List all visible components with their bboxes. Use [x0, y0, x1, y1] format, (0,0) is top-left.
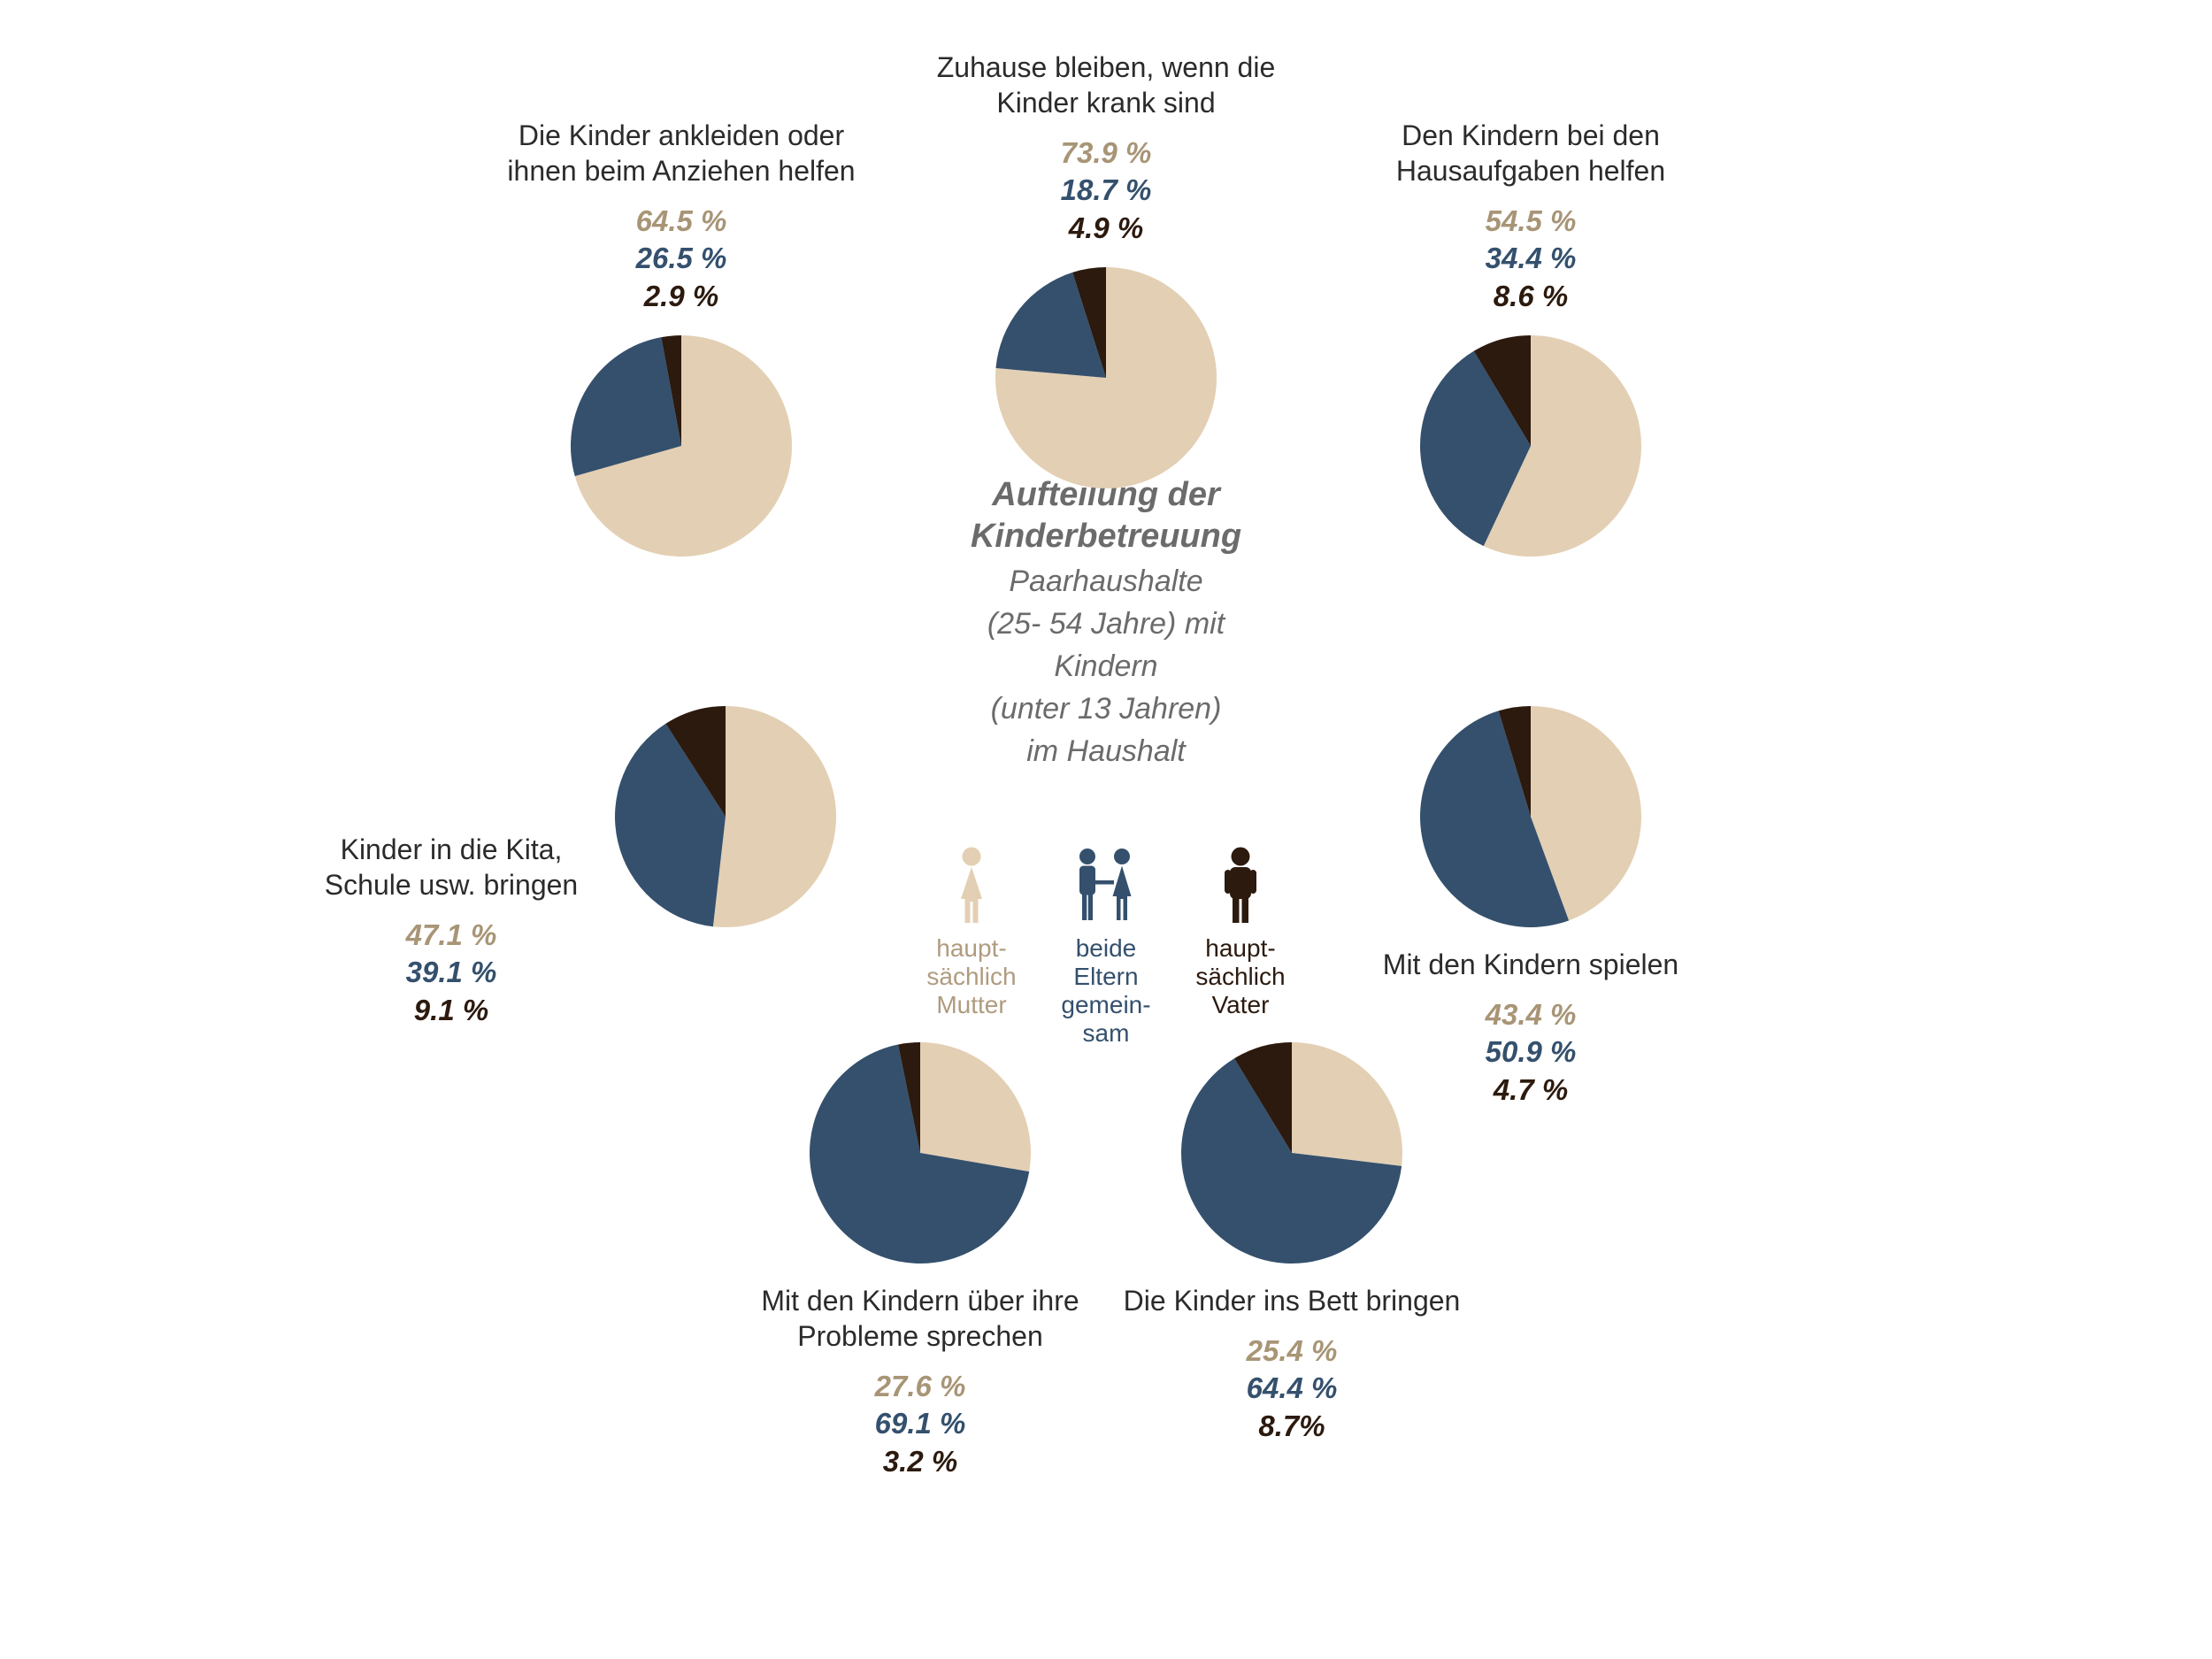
- pie-wrap: [469, 335, 894, 557]
- man-icon: [1214, 846, 1267, 926]
- pie-wrap: [876, 267, 1336, 488]
- slice-mother: [920, 1042, 1031, 1171]
- center-sub-5: im Haushalt: [920, 732, 1292, 771]
- center-sub-3: Kindern: [920, 647, 1292, 686]
- pie-play: [1420, 706, 1641, 927]
- activity-title: Mit den Kindern über ihre Probleme sprec…: [717, 1283, 1124, 1354]
- activity-title: Die Kinder ins Bett bringen: [1088, 1283, 1495, 1318]
- pct-list: 27.6 %69.1 %3.2 %: [717, 1368, 1124, 1482]
- center-text-block: Aufteilung der Kinderbetreuung Paarhaush…: [920, 474, 1292, 772]
- slice-mother: [713, 706, 836, 927]
- activity-homework: Den Kindern bei den Hausaufgaben helfen 5…: [1345, 118, 1717, 557]
- pie-wrap: [717, 1042, 1124, 1263]
- center-sub-4: (unter 13 Jahren): [920, 689, 1292, 728]
- infographic-container: Aufteilung der Kinderbetreuung Paarhaush…: [221, 34, 1991, 1626]
- pie-stay_home_sick: [995, 267, 1217, 488]
- legend-label-both: beide Eltern gemein- sam: [1061, 934, 1150, 1048]
- pie-wrap: [1345, 706, 1717, 927]
- pie-wrap: [1345, 335, 1717, 557]
- legend-label-mother: haupt- sächlich Mutter: [926, 934, 1016, 1020]
- pie-wrap: [1088, 1042, 1495, 1263]
- pie-homework: [1420, 335, 1641, 557]
- pie-bring_kita: [615, 706, 836, 927]
- couple-icon: [1066, 846, 1146, 926]
- pie-dress: [571, 335, 792, 557]
- center-sub-1: Paarhaushalte: [920, 562, 1292, 601]
- activity-title: Mit den Kindern spielen: [1345, 947, 1717, 982]
- pie-wrap: [602, 706, 849, 927]
- activity-stay_home_sick: Zuhause bleiben, wenn die Kinder krank s…: [876, 50, 1336, 489]
- legend-item-both: beide Eltern gemein- sam: [1053, 846, 1159, 1048]
- legend-item-mother: haupt- sächlich Mutter: [918, 846, 1025, 1020]
- activity-title: Die Kinder ankleiden oder ihnen beim Anz…: [469, 118, 894, 188]
- center-sub-2: (25- 54 Jahre) mit: [920, 604, 1292, 643]
- legend-label-father: haupt- sächlich Vater: [1195, 934, 1285, 1020]
- activity-dress: Die Kinder ankleiden oder ihnen beim Anz…: [469, 118, 894, 557]
- pie-talk_problems: [810, 1042, 1031, 1263]
- pct-list: 54.5 %34.4 %8.6 %: [1345, 203, 1717, 317]
- activity-title: Zuhause bleiben, wenn die Kinder krank s…: [876, 50, 1336, 120]
- pct-list: 64.5 %26.5 %2.9 %: [469, 203, 894, 317]
- activity-title: Kinder in die Kita, Schule usw. bringen: [283, 832, 619, 902]
- slice-mother: [1292, 1042, 1402, 1166]
- center-title-2: Kinderbetreuung: [920, 516, 1292, 558]
- pct-list: 25.4 %64.4 %8.7%: [1088, 1333, 1495, 1447]
- pct-list: 47.1 %39.1 %9.1 %: [283, 917, 619, 1031]
- activity-bring_kita: Kinder in die Kita, Schule usw. bringen4…: [513, 706, 849, 927]
- pct-list: 73.9 %18.7 %4.9 %: [876, 134, 1336, 249]
- pie-bed: [1181, 1042, 1402, 1263]
- activity-title: Den Kindern bei den Hausaufgaben helfen: [1345, 118, 1717, 188]
- activity-talk_problems: Mit den Kindern über ihre Probleme sprec…: [717, 1042, 1124, 1502]
- activity-bed: Die Kinder ins Bett bringen 25.4 %64.4 %8…: [1088, 1042, 1495, 1466]
- legend: haupt- sächlich Mutter beide Eltern geme…: [918, 846, 1294, 1048]
- legend-item-father: haupt- sächlich Vater: [1187, 846, 1294, 1020]
- woman-icon: [945, 846, 998, 926]
